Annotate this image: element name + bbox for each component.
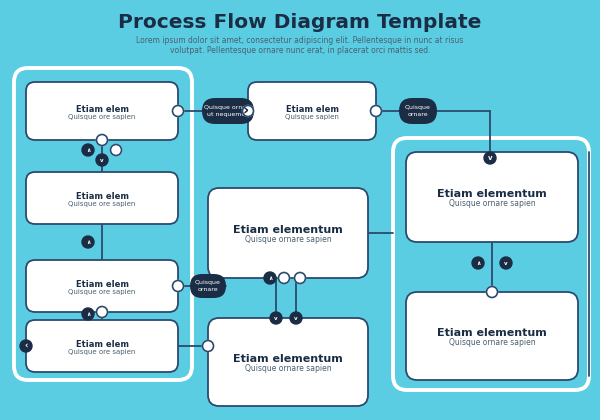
Circle shape — [82, 236, 94, 248]
Text: ∧: ∧ — [268, 276, 272, 281]
Circle shape — [173, 105, 184, 116]
Text: ∧: ∧ — [86, 239, 90, 244]
Text: Quisque ornare
ut nequemes: Quisque ornare ut nequemes — [204, 105, 252, 117]
Text: v: v — [488, 155, 493, 161]
Text: Quisque ore sapien: Quisque ore sapien — [68, 349, 136, 354]
Text: v: v — [504, 260, 508, 265]
Text: Quisque ornare sapien: Quisque ornare sapien — [245, 363, 331, 373]
Circle shape — [203, 341, 214, 352]
Text: v: v — [274, 315, 278, 320]
Text: Quisque ore sapien: Quisque ore sapien — [68, 200, 136, 207]
Text: ›: › — [243, 103, 249, 118]
Circle shape — [82, 308, 94, 320]
Text: volutpat. Pellentesque ornare nunc erat, in placerat orci mattis sed.: volutpat. Pellentesque ornare nunc erat,… — [170, 45, 430, 55]
FancyBboxPatch shape — [208, 188, 368, 278]
Text: Lorem ipsum dolor sit amet, consectetur adipiscing elit. Pellentesque in nunc at: Lorem ipsum dolor sit amet, consectetur … — [136, 36, 464, 45]
Text: Etiam elementum: Etiam elementum — [437, 189, 547, 199]
Text: Etiam elem: Etiam elem — [76, 192, 128, 200]
Text: Quisque ornare sapien: Quisque ornare sapien — [449, 199, 535, 207]
Circle shape — [295, 273, 305, 284]
Text: Etiam elem: Etiam elem — [76, 279, 128, 289]
Text: ‹: ‹ — [25, 341, 28, 351]
Text: Quisque ornare sapien: Quisque ornare sapien — [449, 338, 535, 346]
Circle shape — [97, 134, 107, 145]
Circle shape — [270, 312, 282, 324]
Text: Etiam elementum: Etiam elementum — [233, 225, 343, 235]
Circle shape — [173, 281, 184, 291]
Circle shape — [371, 105, 382, 116]
Text: Quisque sapien: Quisque sapien — [285, 113, 339, 120]
FancyBboxPatch shape — [26, 82, 178, 140]
FancyBboxPatch shape — [399, 98, 437, 124]
FancyBboxPatch shape — [208, 318, 368, 406]
Text: Quisque
ornare: Quisque ornare — [405, 105, 431, 117]
Text: v: v — [294, 315, 298, 320]
Text: Quisque
ornare: Quisque ornare — [195, 281, 221, 291]
Text: v: v — [100, 158, 104, 163]
FancyBboxPatch shape — [26, 172, 178, 224]
Text: ∧: ∧ — [86, 312, 90, 317]
Circle shape — [484, 152, 496, 164]
Circle shape — [500, 257, 512, 269]
Text: Etiam elem: Etiam elem — [76, 105, 128, 113]
Circle shape — [20, 340, 32, 352]
Circle shape — [242, 105, 254, 116]
Circle shape — [487, 286, 497, 297]
Text: Etiam elementum: Etiam elementum — [233, 354, 343, 364]
Circle shape — [264, 272, 276, 284]
Circle shape — [82, 144, 94, 156]
FancyBboxPatch shape — [26, 260, 178, 312]
Text: Quisque ore sapien: Quisque ore sapien — [68, 289, 136, 294]
Text: Quisque ornare sapien: Quisque ornare sapien — [245, 234, 331, 244]
Circle shape — [290, 312, 302, 324]
Text: ∧: ∧ — [476, 260, 480, 265]
FancyBboxPatch shape — [406, 292, 578, 380]
FancyBboxPatch shape — [26, 320, 178, 372]
FancyBboxPatch shape — [202, 98, 254, 124]
Text: ∧: ∧ — [86, 147, 90, 152]
Circle shape — [472, 257, 484, 269]
FancyBboxPatch shape — [406, 152, 578, 242]
Circle shape — [278, 273, 290, 284]
Text: Etiam elem: Etiam elem — [286, 105, 338, 113]
Text: Etiam elementum: Etiam elementum — [437, 328, 547, 338]
Circle shape — [110, 144, 121, 155]
FancyBboxPatch shape — [190, 274, 226, 298]
Text: Quisque ore sapien: Quisque ore sapien — [68, 113, 136, 120]
Text: Process Flow Diagram Template: Process Flow Diagram Template — [118, 13, 482, 32]
Text: Etiam elem: Etiam elem — [76, 339, 128, 349]
Circle shape — [96, 154, 108, 166]
Circle shape — [97, 307, 107, 318]
FancyBboxPatch shape — [248, 82, 376, 140]
